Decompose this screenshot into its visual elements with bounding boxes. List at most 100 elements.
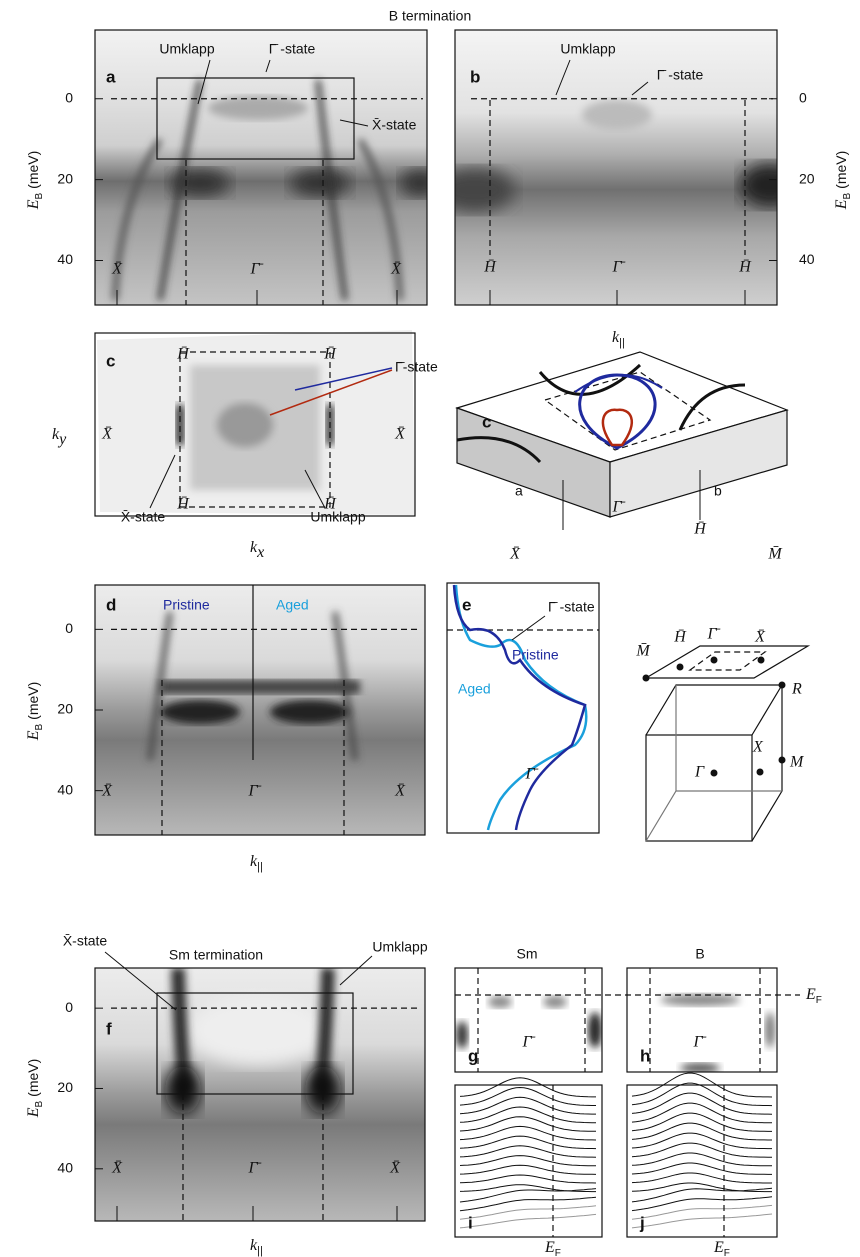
point-label: X̄ (389, 1160, 401, 1177)
figure-title: B termination (389, 8, 471, 24)
edc-curve (631, 1152, 772, 1167)
x-axis-title: kx (250, 539, 264, 561)
x-axis-title: k|| (250, 853, 263, 873)
face-label: b (714, 483, 722, 499)
y-tick-label: 20 (57, 701, 73, 717)
edc-curve (459, 1196, 597, 1212)
point-label: H̄ (483, 259, 497, 276)
fermi-label: EF (544, 1239, 561, 1257)
subscript: y (57, 431, 67, 448)
panel-h-image (660, 994, 775, 1072)
symbol: k (250, 539, 258, 556)
fermi-label: EF (805, 986, 822, 1006)
leader-line (197, 59, 369, 127)
edc-curve (631, 1187, 773, 1203)
face-label: a (515, 483, 523, 499)
point-label: X̄ (111, 261, 123, 278)
edc-curve (631, 1142, 772, 1158)
y-axis-title: EB (meV) (25, 151, 45, 211)
point-label: X̄ (101, 783, 113, 800)
edc-curve (631, 1182, 772, 1193)
point-label: X̄ (754, 629, 766, 646)
point-label: Γ (694, 764, 705, 781)
symbol: E (25, 730, 42, 741)
edc-stack (631, 1072, 773, 1229)
face-label: c (482, 412, 491, 431)
unit: (meV) (25, 151, 41, 189)
edc-curve (631, 1072, 773, 1098)
subscript: || (619, 337, 625, 349)
point-label: X̄ (394, 426, 406, 443)
subscript: || (257, 861, 263, 873)
y-tick-label: 20 (57, 170, 73, 186)
symbol: E (713, 1239, 724, 1256)
symbol: E (544, 1239, 555, 1256)
aged-label: Aged (458, 681, 491, 697)
tick-mark (489, 290, 746, 305)
subscript: x (256, 544, 264, 561)
y-tick-label: 0 (65, 89, 73, 105)
edc-curve (459, 1125, 597, 1141)
edc-curve (631, 1092, 773, 1115)
point-label: X̄ (390, 261, 402, 278)
y-axis-title: EB (meV) (833, 151, 853, 211)
panel-f-frame (94, 967, 426, 1222)
panel-label: a (106, 67, 116, 86)
edc-curve (631, 1102, 773, 1124)
annotation: X̄-state (63, 933, 108, 949)
unit: (meV) (25, 682, 41, 720)
x-axis-title: k|| (612, 329, 625, 349)
subscript: B (34, 1101, 45, 1108)
annotation: Umklapp (372, 939, 427, 955)
point-label: M̄ (635, 643, 651, 660)
panel-title: Sm termination (169, 947, 263, 963)
y-tick-label: 20 (799, 170, 815, 186)
edc-curve (631, 1162, 772, 1175)
point-label: H̄ (323, 496, 337, 513)
brillouin-zone (642, 645, 811, 842)
panel-e-frame (446, 582, 600, 834)
subscript: F (724, 1248, 730, 1257)
edc-curve (631, 1112, 772, 1132)
symbol: E (833, 199, 850, 210)
y-axis-title: ky (52, 426, 67, 448)
point-label: M (789, 754, 805, 771)
edc-curve (459, 1164, 597, 1175)
panel-c-image (97, 330, 415, 515)
panel-label: i (468, 1213, 473, 1232)
y-tick-label: 40 (57, 251, 73, 267)
panel-label: f (106, 1019, 112, 1038)
edc-curve (459, 1145, 597, 1158)
y-axis-title: EB (meV) (25, 1059, 45, 1119)
legend-aged: Aged (276, 597, 309, 613)
panel-a-frame (94, 29, 428, 306)
blue-leader (294, 367, 393, 391)
pristine-label: Pristine (512, 647, 559, 663)
point-label: Γ̄ (692, 1034, 706, 1051)
point-label: H̄ (176, 496, 190, 513)
y-tick-label: 0 (65, 620, 73, 636)
edc-curve (459, 1077, 596, 1098)
panel-title: Sm (517, 946, 538, 962)
symbol: E (25, 1107, 42, 1118)
panel-g-frame (454, 967, 603, 1073)
symbol: k (52, 426, 60, 443)
y-tick-label: 0 (799, 89, 807, 105)
edc-curve (459, 1174, 597, 1184)
y-tick-label: 40 (799, 251, 815, 267)
edc-curve (631, 1172, 772, 1184)
edc-curve (459, 1205, 597, 1220)
point-label: H̄ (738, 259, 752, 276)
panel-label: j (639, 1213, 645, 1232)
y-tick-label: 40 (57, 781, 73, 797)
legend-pristine: Pristine (163, 597, 210, 613)
tick-mark (116, 1206, 398, 1221)
point-label: X̄ (111, 1160, 123, 1177)
panel-label: c (106, 351, 115, 370)
panel-title: B (695, 946, 704, 962)
panel-label: h (640, 1046, 650, 1065)
unit: (meV) (25, 1059, 41, 1097)
zoom-box (156, 77, 355, 160)
